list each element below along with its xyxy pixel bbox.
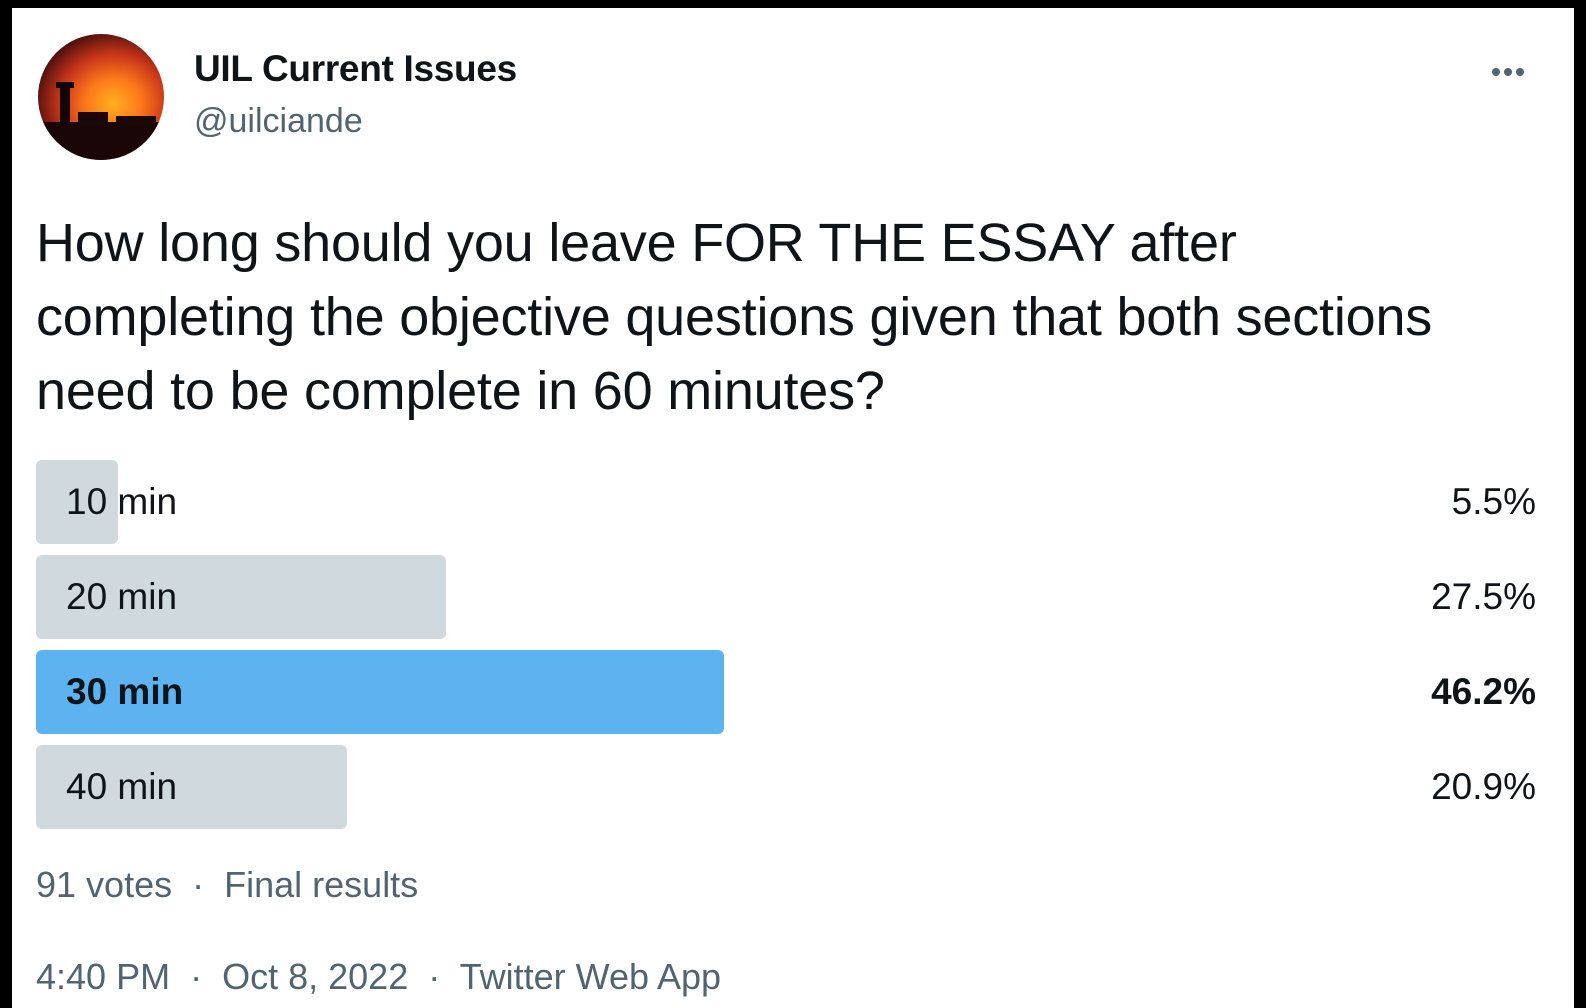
poll-option-percent: 20.9% (1431, 766, 1536, 807)
tweet-text: How long should you leave FOR THE ESSAY … (36, 213, 1433, 421)
poll-option[interactable]: 10 min 5.5% (36, 460, 1536, 544)
poll-option[interactable]: 30 min 46.2% (36, 650, 1536, 734)
tweet-meta: 4:40 PM · Oct 8, 2022 · Twitter Web App (36, 956, 721, 998)
tweet-date[interactable]: Oct 8, 2022 (222, 956, 409, 997)
separator: · (190, 956, 203, 997)
tweet-card: UIL Current Issues @uilciande How long s… (12, 8, 1574, 1008)
avatar[interactable] (38, 34, 164, 160)
poll-option-bar (36, 555, 446, 639)
separator: · (428, 956, 441, 997)
tweet-time[interactable]: 4:40 PM (36, 956, 171, 997)
poll-option-label: 30 min (66, 671, 184, 712)
poll-option-percent: 5.5% (1451, 481, 1536, 522)
author-handle[interactable]: @uilciande (194, 102, 363, 140)
poll-option-percent: 27.5% (1431, 576, 1536, 617)
poll-option[interactable]: 20 min 27.5% (36, 555, 1536, 639)
more-options-icon[interactable] (1472, 48, 1542, 88)
poll-option[interactable]: 40 min 20.9% (36, 745, 1536, 829)
author-display-name[interactable]: UIL Current Issues (194, 48, 517, 89)
poll-option-bar (36, 745, 347, 829)
poll-option-label: 10 min (66, 481, 178, 522)
poll: 10 min 5.5% 20 min 27.5% 30 min 46.2% 40… (36, 460, 1536, 840)
poll-option-bar (36, 460, 118, 544)
poll-option-bar (36, 650, 724, 734)
poll-option-label: 40 min (66, 766, 178, 807)
tweet-source[interactable]: Twitter Web App (459, 956, 722, 997)
avatar-image (38, 82, 164, 160)
poll-status: Final results (224, 864, 419, 905)
separator: · (192, 864, 205, 905)
poll-vote-count: 91 votes (36, 864, 173, 905)
poll-option-label: 20 min (66, 576, 178, 617)
poll-summary: 91 votes · Final results (36, 864, 418, 906)
poll-option-percent: 46.2% (1431, 671, 1536, 712)
